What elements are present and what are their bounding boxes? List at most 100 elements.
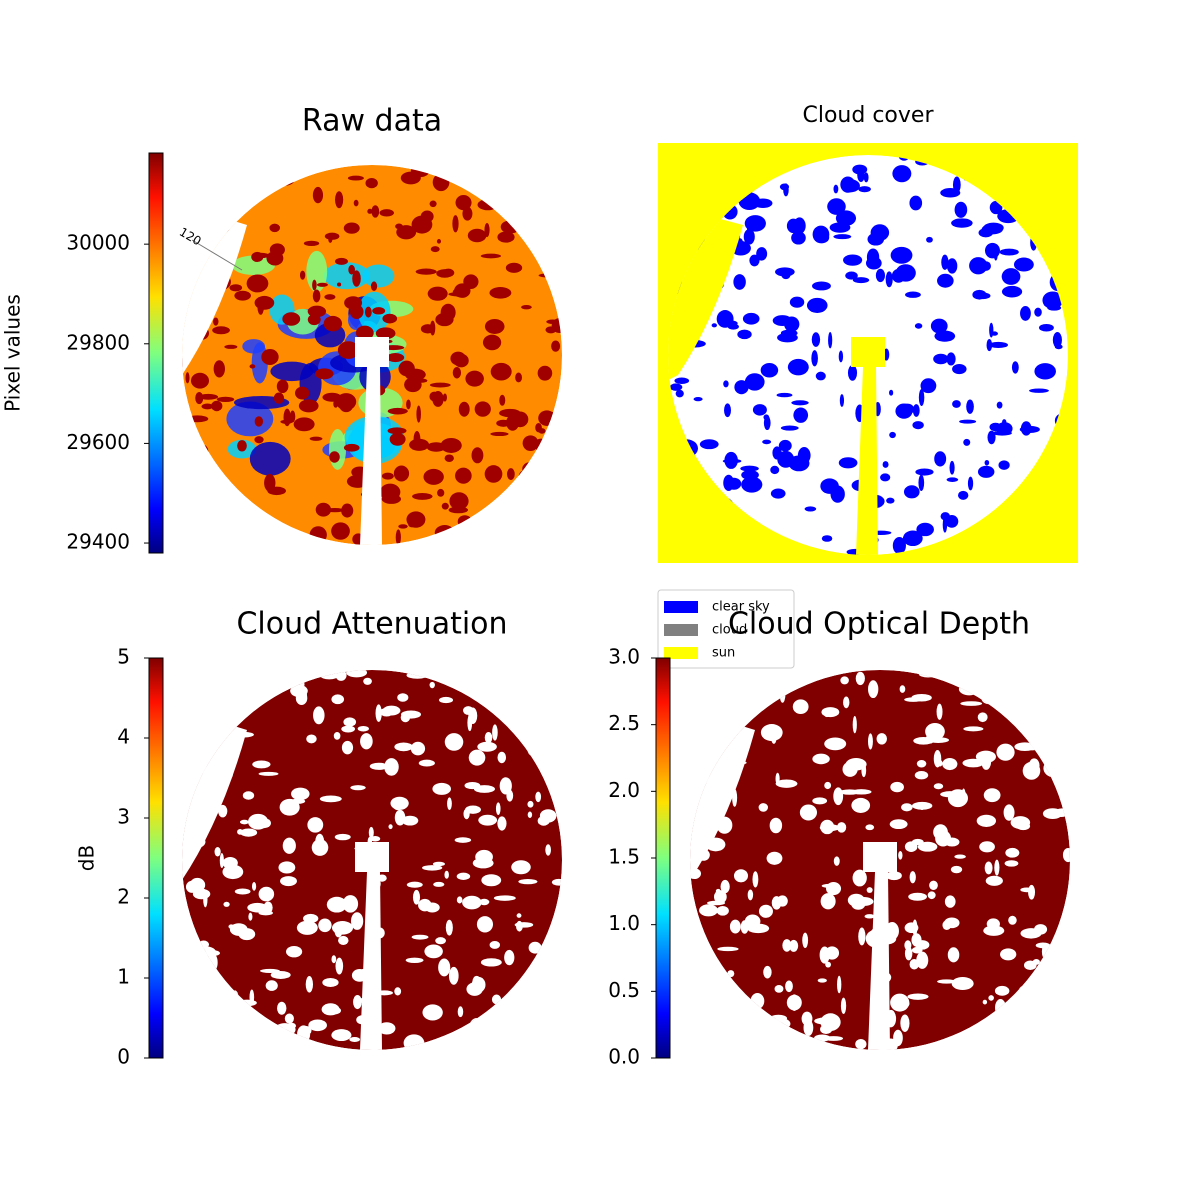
blob bbox=[225, 193, 231, 205]
blob bbox=[770, 488, 786, 499]
blob bbox=[540, 695, 559, 707]
blob bbox=[1056, 1024, 1070, 1030]
blob bbox=[772, 315, 793, 327]
blob bbox=[266, 676, 283, 688]
sun-mask bbox=[863, 842, 897, 1050]
blob bbox=[344, 296, 363, 310]
blob bbox=[1000, 948, 1017, 961]
blob bbox=[755, 686, 772, 699]
blob bbox=[811, 350, 818, 367]
blob bbox=[915, 468, 934, 476]
blob bbox=[484, 732, 493, 744]
blob bbox=[328, 235, 333, 243]
blob bbox=[911, 933, 922, 947]
blob bbox=[224, 344, 238, 349]
blob bbox=[527, 800, 534, 808]
blob bbox=[274, 1023, 296, 1037]
blob bbox=[251, 170, 264, 183]
blob bbox=[843, 254, 863, 266]
blob bbox=[769, 1014, 788, 1022]
blob bbox=[308, 1019, 327, 1032]
blob bbox=[438, 696, 454, 704]
blob bbox=[472, 857, 494, 869]
blob bbox=[388, 824, 393, 830]
blob bbox=[346, 670, 368, 678]
blob bbox=[269, 223, 281, 233]
blob bbox=[280, 876, 297, 887]
blob bbox=[747, 889, 754, 901]
blob bbox=[322, 392, 342, 402]
blob bbox=[918, 474, 925, 492]
blob bbox=[400, 171, 421, 185]
blob bbox=[182, 212, 189, 218]
blob bbox=[394, 805, 402, 811]
blob bbox=[216, 396, 235, 402]
sun-mask bbox=[851, 337, 885, 555]
blob bbox=[429, 382, 451, 388]
blob bbox=[745, 1022, 764, 1035]
blob bbox=[952, 363, 967, 375]
blob bbox=[944, 895, 956, 908]
blob bbox=[722, 458, 742, 464]
blob bbox=[479, 898, 490, 906]
blob bbox=[452, 367, 462, 379]
blob bbox=[194, 250, 202, 256]
blob bbox=[462, 895, 482, 910]
blob bbox=[444, 454, 454, 463]
blob bbox=[337, 341, 360, 359]
blob bbox=[907, 993, 929, 1000]
blob bbox=[319, 795, 342, 803]
blob bbox=[282, 1026, 287, 1039]
blob bbox=[917, 841, 938, 852]
blob bbox=[274, 673, 289, 690]
blob bbox=[242, 791, 255, 800]
blob bbox=[211, 400, 223, 412]
blob bbox=[930, 318, 948, 334]
blob bbox=[463, 706, 474, 715]
blob bbox=[692, 924, 697, 934]
blob bbox=[415, 378, 428, 383]
blob bbox=[729, 919, 741, 934]
blob bbox=[237, 829, 244, 835]
blob bbox=[201, 403, 214, 410]
blob bbox=[852, 869, 867, 887]
blob bbox=[791, 400, 809, 406]
blob bbox=[474, 401, 491, 417]
blob bbox=[1010, 816, 1031, 830]
blob bbox=[942, 920, 952, 930]
blob bbox=[933, 824, 948, 840]
blob bbox=[510, 178, 520, 191]
blob bbox=[266, 251, 284, 266]
blob bbox=[211, 711, 225, 717]
blob bbox=[958, 682, 980, 696]
blob bbox=[341, 503, 354, 518]
blob bbox=[430, 246, 440, 253]
blob bbox=[954, 201, 968, 218]
blob bbox=[192, 994, 209, 1006]
blob bbox=[715, 1023, 731, 1042]
blob bbox=[1008, 915, 1017, 925]
clear-patch bbox=[329, 429, 347, 470]
blob bbox=[857, 168, 865, 183]
blob bbox=[527, 1021, 538, 1033]
blob bbox=[454, 283, 471, 298]
blob bbox=[466, 670, 488, 674]
blob bbox=[904, 946, 913, 961]
blob bbox=[529, 1035, 547, 1049]
blob bbox=[749, 688, 762, 696]
blob bbox=[1018, 985, 1030, 1000]
blob bbox=[741, 476, 763, 493]
blob bbox=[207, 691, 227, 699]
blob bbox=[880, 473, 891, 482]
blob bbox=[394, 987, 402, 996]
blob bbox=[484, 506, 505, 520]
blob bbox=[400, 713, 411, 723]
blob bbox=[545, 844, 551, 856]
blob bbox=[251, 881, 257, 891]
blob bbox=[899, 685, 906, 693]
blob bbox=[933, 749, 942, 768]
blob bbox=[827, 198, 846, 215]
blob bbox=[406, 511, 426, 528]
blob bbox=[410, 741, 426, 756]
tick-label: 0 bbox=[117, 1045, 130, 1069]
